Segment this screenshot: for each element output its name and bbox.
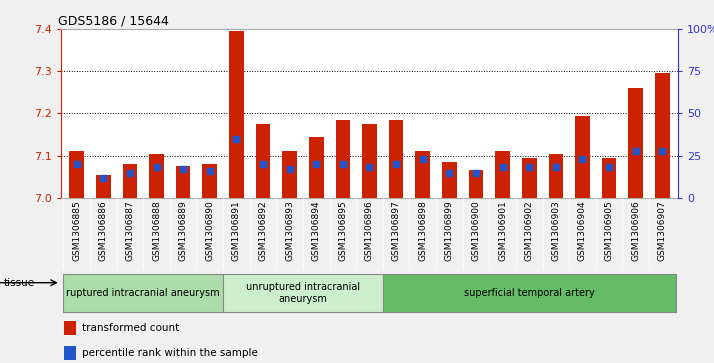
Text: superficial temporal artery: superficial temporal artery [464,288,595,298]
Point [657,148,668,154]
Text: GSM1306888: GSM1306888 [152,200,161,261]
Bar [389,120,403,198]
Bar [362,124,377,198]
Text: GSM1306904: GSM1306904 [578,200,587,261]
Point [577,156,588,162]
Bar [602,158,616,198]
Text: GSM1306890: GSM1306890 [205,200,214,261]
Text: transformed count: transformed count [82,323,179,333]
Point [231,136,242,142]
Text: GSM1306893: GSM1306893 [285,200,294,261]
Point [523,164,535,170]
Bar [64,321,76,335]
Point [178,166,189,172]
Bar [149,154,164,198]
Point [550,164,561,170]
Point [204,168,216,174]
Bar [628,88,643,198]
Point [311,161,322,167]
Bar [416,151,430,198]
Text: GSM1306889: GSM1306889 [178,200,188,261]
Bar [282,151,297,198]
Bar [96,175,111,198]
Point [471,170,482,175]
Bar [575,115,590,198]
Bar [496,151,510,198]
Text: percentile rank within the sample: percentile rank within the sample [82,348,258,358]
Text: GSM1306887: GSM1306887 [126,200,134,261]
Bar [203,164,217,198]
Text: GDS5186 / 15644: GDS5186 / 15644 [58,15,169,28]
Bar [468,170,483,198]
FancyBboxPatch shape [64,274,223,312]
Text: GSM1306897: GSM1306897 [391,200,401,261]
Point [151,164,162,170]
Point [98,175,109,180]
Point [497,164,508,170]
Bar [229,31,243,198]
Text: GSM1306894: GSM1306894 [312,200,321,261]
Text: unruptured intracranial
aneurysm: unruptured intracranial aneurysm [246,282,360,304]
Bar [522,158,536,198]
Text: GSM1306903: GSM1306903 [551,200,560,261]
Text: GSM1306891: GSM1306891 [232,200,241,261]
Text: GSM1306898: GSM1306898 [418,200,427,261]
Bar [548,154,563,198]
Point [257,161,268,167]
Text: ruptured intracranial aneurysm: ruptured intracranial aneurysm [66,288,220,298]
Point [630,148,641,154]
FancyBboxPatch shape [223,274,383,312]
Bar [336,120,350,198]
Text: GSM1306901: GSM1306901 [498,200,507,261]
Text: GSM1306905: GSM1306905 [605,200,613,261]
Text: GSM1306907: GSM1306907 [658,200,667,261]
Bar [69,151,84,198]
Text: GSM1306885: GSM1306885 [72,200,81,261]
Text: GSM1306906: GSM1306906 [631,200,640,261]
Point [443,170,455,175]
Text: tissue: tissue [4,278,35,288]
Point [417,156,428,162]
Point [337,161,348,167]
Text: GSM1306902: GSM1306902 [525,200,534,261]
Text: GSM1306900: GSM1306900 [471,200,481,261]
Point [284,166,296,172]
Text: GSM1306886: GSM1306886 [99,200,108,261]
FancyBboxPatch shape [383,274,675,312]
Bar [309,136,323,198]
Point [603,164,615,170]
Point [391,161,402,167]
Text: GSM1306892: GSM1306892 [258,200,268,261]
Point [363,164,375,170]
Text: GSM1306896: GSM1306896 [365,200,374,261]
Bar [256,124,271,198]
Text: GSM1306899: GSM1306899 [445,200,454,261]
Bar [123,164,137,198]
Point [124,170,136,175]
Bar [442,162,457,198]
Bar [64,346,76,360]
Bar [176,166,191,198]
Bar [655,73,670,198]
Point [71,161,82,167]
Text: GSM1306895: GSM1306895 [338,200,348,261]
